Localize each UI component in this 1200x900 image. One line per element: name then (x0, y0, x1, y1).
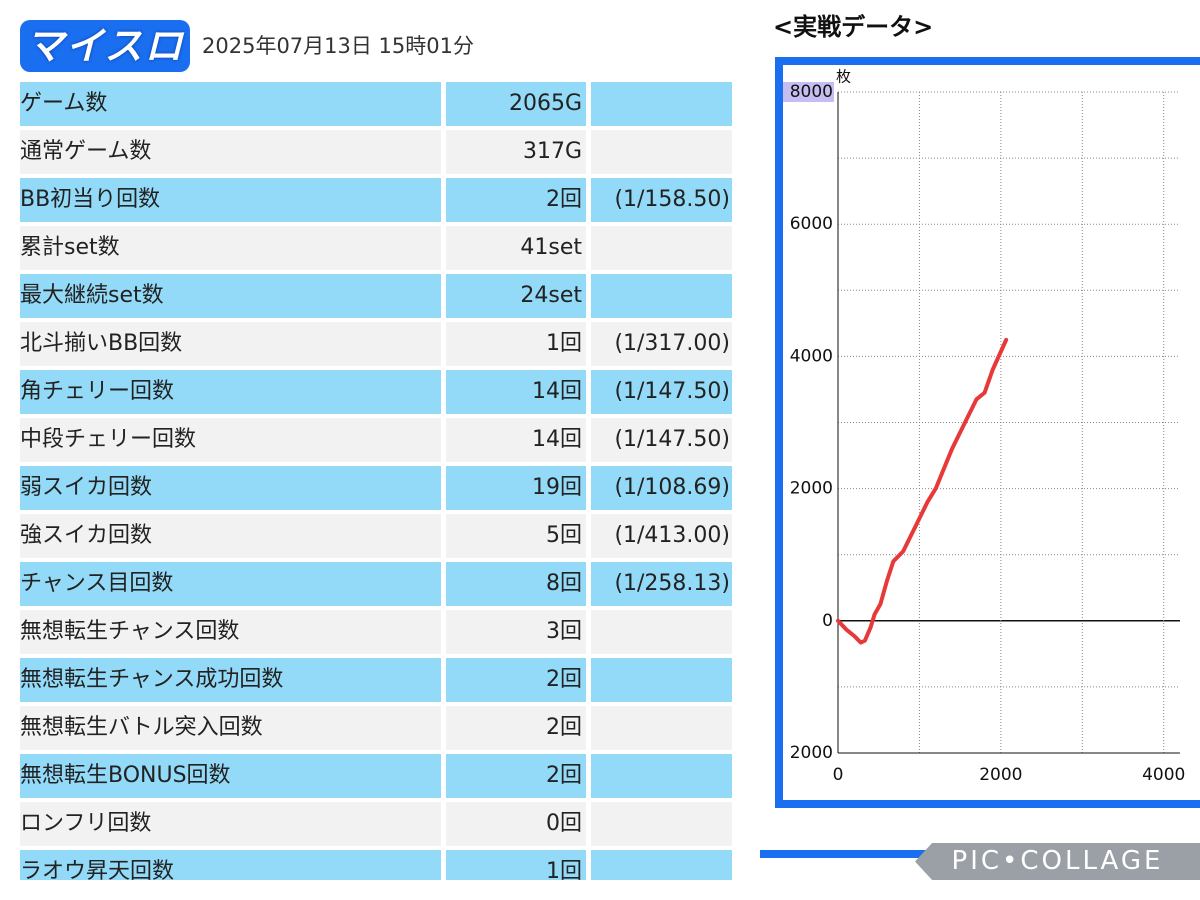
row-value: 8回 (446, 562, 586, 606)
row-label: ロンフリ回数 (20, 802, 441, 846)
watermark: PIC•COLLAGE (915, 843, 1200, 880)
row-label: 最大継続set数 (20, 274, 441, 318)
row-value: 2回 (446, 658, 586, 702)
table-row: BB初当り回数 2回 (1/158.50) (20, 178, 732, 222)
row-label: 北斗揃いBB回数 (20, 322, 441, 366)
row-label: 角チェリー回数 (20, 370, 441, 414)
y-tick-label: 2000 (790, 743, 833, 763)
row-value: 24set (446, 274, 586, 318)
row-ratio (591, 274, 732, 318)
row-ratio: (1/147.50) (591, 418, 732, 462)
y-tick-label: 8000 (790, 82, 833, 102)
row-value: 14回 (446, 370, 586, 414)
table-row: 通常ゲーム数 317G (20, 130, 732, 174)
row-value: 41set (446, 226, 586, 270)
row-value: 2回 (446, 178, 586, 222)
row-ratio: (1/108.69) (591, 466, 732, 510)
stats-table: ゲーム数 2065G 通常ゲーム数 317G BB初当り回数 2回 (1/158.50) 累計… (20, 82, 732, 880)
table-row: 最大継続set数 24set (20, 274, 732, 318)
row-value: 5回 (446, 514, 586, 558)
x-tick-label: 2000 (979, 765, 1022, 785)
table-row: 無想転生バトル突入回数 2回 (20, 706, 732, 750)
row-label: 無想転生バトル突入回数 (20, 706, 441, 750)
row-ratio: (1/158.50) (591, 178, 732, 222)
row-value: 3回 (446, 610, 586, 654)
row-label: 強スイカ回数 (20, 514, 441, 558)
row-value: 2回 (446, 706, 586, 750)
chart-frame (775, 57, 1200, 808)
table-row: 中段チェリー回数 14回 (1/147.50) (20, 418, 732, 462)
row-label: 弱スイカ回数 (20, 466, 441, 510)
table-row: チャンス目回数 8回 (1/258.13) (20, 562, 732, 606)
table-row: 弱スイカ回数 19回 (1/108.69) (20, 466, 732, 510)
row-ratio: (1/413.00) (591, 514, 732, 558)
row-label: 累計set数 (20, 226, 441, 270)
row-value: 2回 (446, 754, 586, 798)
table-row: ラオウ昇天回数 1回 (20, 850, 732, 880)
row-ratio (591, 610, 732, 654)
row-label: ゲーム数 (20, 82, 441, 126)
y-tick-label: 4000 (790, 346, 833, 366)
table-row: 角チェリー回数 14回 (1/147.50) (20, 370, 732, 414)
row-ratio (591, 130, 732, 174)
y-tick-label: 0 (822, 611, 833, 631)
row-ratio (591, 754, 732, 798)
row-label: 無想転生チャンス成功回数 (20, 658, 441, 702)
table-row: 累計set数 41set (20, 226, 732, 270)
row-ratio (591, 82, 732, 126)
row-label: チャンス目回数 (20, 562, 441, 606)
y-axis-unit: 枚 (836, 68, 851, 86)
row-ratio (591, 850, 732, 880)
row-value: 19回 (446, 466, 586, 510)
y-tick-label: 6000 (790, 214, 833, 234)
row-value: 1回 (446, 322, 586, 366)
table-row: 無想転生チャンス成功回数 2回 (20, 658, 732, 702)
row-label: 無想転生BONUS回数 (20, 754, 441, 798)
row-ratio: (1/147.50) (591, 370, 732, 414)
table-row: 無想転生BONUS回数 2回 (20, 754, 732, 798)
row-label: 通常ゲーム数 (20, 130, 441, 174)
label-highlight (783, 82, 834, 102)
table-row: 無想転生チャンス回数 3回 (20, 610, 732, 654)
y-tick-label: 2000 (790, 479, 833, 499)
logo: マイスロ (20, 20, 190, 72)
row-value: 317G (446, 130, 586, 174)
row-ratio: (1/317.00) (591, 322, 732, 366)
table-row: ゲーム数 2065G (20, 82, 732, 126)
row-label: 無想転生チャンス回数 (20, 610, 441, 654)
row-ratio (591, 802, 732, 846)
row-value: 1回 (446, 850, 586, 880)
table-row: ロンフリ回数 0回 (20, 802, 732, 846)
table-row: 強スイカ回数 5回 (1/413.00) (20, 514, 732, 558)
row-ratio (591, 658, 732, 702)
x-tick-label: 4000 (1142, 765, 1185, 785)
chart-title: <実戦データ> (773, 13, 933, 41)
row-ratio: (1/258.13) (591, 562, 732, 606)
row-value: 14回 (446, 418, 586, 462)
row-ratio (591, 226, 732, 270)
row-value: 2065G (446, 82, 586, 126)
data-line (836, 337, 1009, 645)
datetime: 2025年07月13日 15時01分 (202, 34, 475, 58)
table-row: 北斗揃いBB回数 1回 (1/317.00) (20, 322, 732, 366)
x-tick-label: 0 (833, 765, 844, 785)
row-label: ラオウ昇天回数 (20, 850, 441, 880)
row-ratio (591, 706, 732, 750)
row-label: BB初当り回数 (20, 178, 441, 222)
row-value: 0回 (446, 802, 586, 846)
row-label: 中段チェリー回数 (20, 418, 441, 462)
